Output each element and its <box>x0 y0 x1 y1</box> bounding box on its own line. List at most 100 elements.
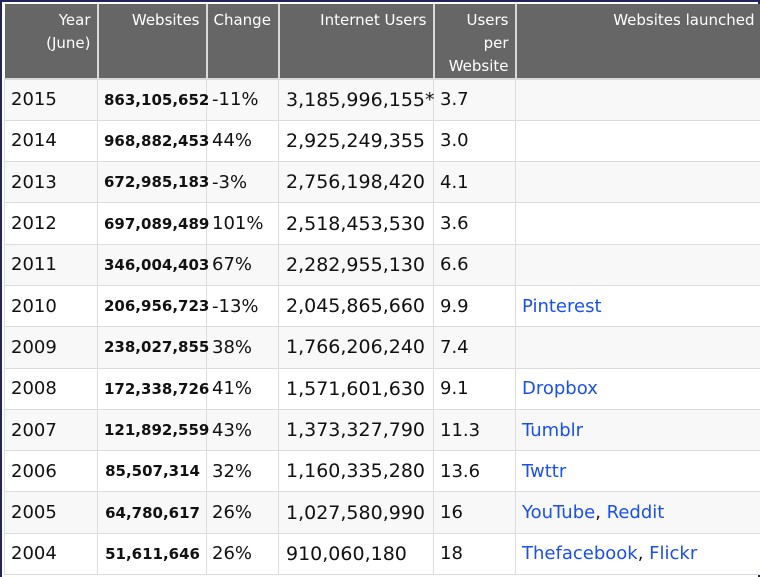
websites-table: Year (June) Websites Change Internet User… <box>4 4 760 576</box>
link-separator: , <box>595 502 607 524</box>
internet-users-cell: 1,027,580,990 <box>278 491 434 534</box>
internet-users-cell: 2,925,249,355 <box>278 119 434 163</box>
change-cell: -3% <box>206 161 279 204</box>
internet-users-cell: 1,373,327,790 <box>278 408 434 452</box>
website-link-flickr[interactable]: Flickr <box>649 543 698 565</box>
change-cell: 41% <box>206 367 279 410</box>
header-upw-line2: per <box>483 34 509 52</box>
users-per-website-cell: 3.0 <box>433 119 516 163</box>
website-link-youtube[interactable]: YouTube <box>522 502 596 524</box>
table-row: 2008 172,338,726 41% 1,571,601,630 9.1 Dropbo… <box>4 367 760 410</box>
websites-cell: 968,882,453 <box>97 119 209 163</box>
users-per-website-cell: 13.6 <box>433 450 516 493</box>
internet-users-cell: 2,518,453,530 <box>278 202 434 245</box>
websites-launched-cell: Twttr <box>515 450 760 493</box>
website-link-twttr[interactable]: Twttr <box>522 460 567 482</box>
website-link-tumblr[interactable]: Tumblr <box>522 419 584 441</box>
website-link-reddit[interactable]: Reddit <box>606 502 665 524</box>
websites-launched-cell: Pinterest <box>515 284 760 328</box>
websites-cell: 121,892,559 <box>97 408 209 452</box>
websites-launched-cell <box>515 243 760 286</box>
users-per-website-cell: 6.6 <box>433 243 516 286</box>
websites-launched-cell: Thefacebook, Flickr <box>515 532 760 576</box>
year-cell: 2006 <box>4 450 98 493</box>
internet-users-cell: 1,571,601,630 <box>278 367 434 410</box>
websites-cell: 51,611,646 <box>97 532 207 576</box>
internet-users-cell: 2,282,955,130 <box>278 243 434 286</box>
websites-cell: 697,089,489 <box>97 202 209 245</box>
websites-cell: 672,985,183 <box>97 161 209 204</box>
websites-launched-cell <box>515 202 760 245</box>
year-cell: 2011 <box>4 243 98 286</box>
table-body: 2015 863,105,652 -11% 3,185,996,155* 3.7 2014… <box>4 78 760 576</box>
year-cell: 2005 <box>4 491 98 534</box>
table-row: 2006 85,507,314 32% 1,160,335,280 13.6 Twttr <box>4 450 760 493</box>
table-row: 2012 697,089,489 101% 2,518,453,530 3.6 <box>4 202 760 245</box>
change-cell: 43% <box>206 408 279 452</box>
websites-launched-cell: Dropbox <box>515 367 760 410</box>
change-cell: 67% <box>206 243 279 286</box>
change-cell: 101% <box>206 202 279 245</box>
users-per-website-cell: 11.3 <box>433 408 516 452</box>
year-cell: 2008 <box>4 367 98 410</box>
year-cell: 2009 <box>4 326 98 369</box>
users-per-website-cell: 16 <box>433 491 516 534</box>
year-cell: 2010 <box>4 284 98 328</box>
users-per-website-cell: 9.9 <box>433 284 516 328</box>
table-row: 2014 968,882,453 44% 2,925,249,355 3.0 <box>4 119 760 163</box>
internet-users-cell: 1,766,206,240 <box>278 326 434 369</box>
change-cell: -13% <box>206 284 279 328</box>
table-row: 2009 238,027,855 38% 1,766,206,240 7.4 <box>4 326 760 369</box>
year-cell: 2014 <box>4 119 98 163</box>
year-cell: 2013 <box>4 161 98 204</box>
header-change: Change <box>206 4 280 80</box>
table-row: 2004 51,611,646 26% 910,060,180 18 Thefaceboo… <box>4 532 760 576</box>
websites-cell: 85,507,314 <box>97 450 207 493</box>
link-separator: , <box>637 543 650 565</box>
websites-launched-cell <box>515 78 760 121</box>
websites-cell: 172,338,726 <box>97 367 209 410</box>
header-websites-launched: Websites launched <box>515 4 760 80</box>
website-link-thefacebook[interactable]: Thefacebook <box>522 543 638 565</box>
websites-launched-cell <box>515 161 760 204</box>
websites-launched-cell: YouTube, Reddit <box>515 491 760 534</box>
change-cell: 26% <box>206 491 279 534</box>
websites-cell: 64,780,617 <box>97 491 207 534</box>
table-row: 2010 206,956,723 -13% 2,045,865,660 9.9 Pinte… <box>4 284 760 328</box>
table-row: 2013 672,985,183 -3% 2,756,198,420 4.1 <box>4 161 760 204</box>
website-link-pinterest[interactable]: Pinterest <box>522 295 602 317</box>
year-cell: 2004 <box>4 532 98 576</box>
change-cell: 38% <box>206 326 279 369</box>
table-row: 2011 346,004,403 67% 2,282,955,130 6.6 <box>4 243 760 286</box>
website-link-dropbox[interactable]: Dropbox <box>522 378 598 400</box>
websites-launched-cell: Tumblr <box>515 408 760 452</box>
header-internet-users: Internet Users <box>278 4 435 80</box>
websites-cell: 206,956,723 <box>97 284 209 328</box>
table-row: 2007 121,892,559 43% 1,373,327,790 11.3 Tumbl… <box>4 408 760 452</box>
users-per-website-cell: 3.7 <box>433 78 516 121</box>
change-cell: -11% <box>206 78 279 121</box>
table-row: 2005 64,780,617 26% 1,027,580,990 16 YouTube,… <box>4 491 760 534</box>
change-cell: 26% <box>206 532 279 576</box>
users-per-website-cell: 9.1 <box>433 367 516 410</box>
header-year: Year (June) <box>4 4 99 80</box>
year-cell: 2015 <box>4 78 98 121</box>
header-upw-line3: Website <box>448 57 509 75</box>
change-cell: 32% <box>206 450 279 493</box>
websites-cell: 863,105,652 <box>97 78 209 121</box>
websites-launched-cell <box>515 119 760 163</box>
internet-users-cell: 1,160,335,280 <box>278 450 434 493</box>
change-cell: 44% <box>206 119 279 163</box>
users-per-website-cell: 3.6 <box>433 202 516 245</box>
internet-users-cell: 910,060,180 <box>278 532 434 576</box>
users-per-website-cell: 4.1 <box>433 161 516 204</box>
header-websites: Websites <box>97 4 208 80</box>
internet-users-cell: 2,045,865,660 <box>278 284 434 328</box>
internet-users-cell: 2,756,198,420 <box>278 161 434 204</box>
websites-cell: 238,027,855 <box>97 326 209 369</box>
year-cell: 2012 <box>4 202 98 245</box>
header-year-line1: Year <box>58 11 91 29</box>
websites-cell: 346,004,403 <box>97 243 209 286</box>
year-cell: 2007 <box>4 408 98 452</box>
